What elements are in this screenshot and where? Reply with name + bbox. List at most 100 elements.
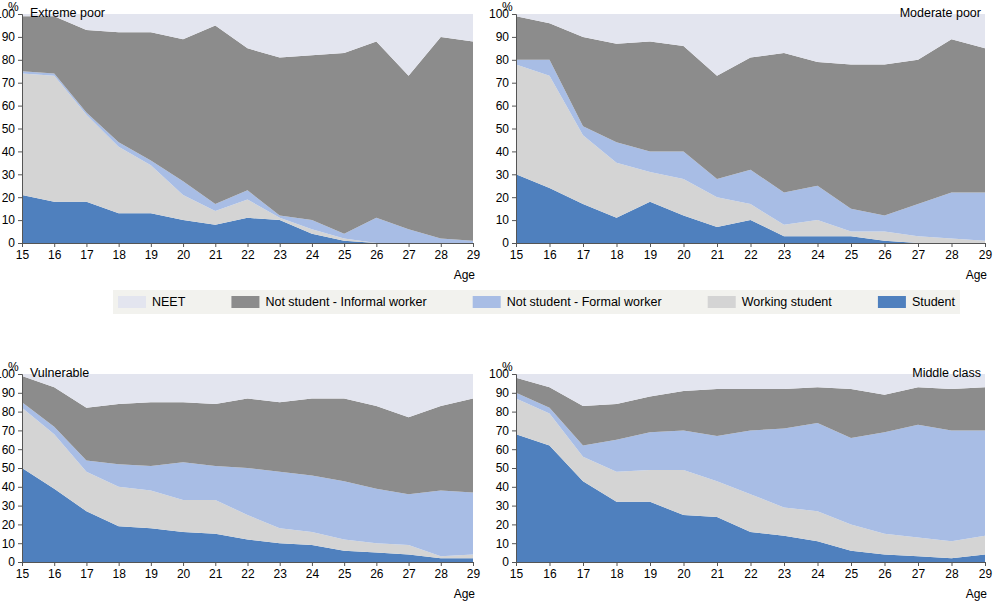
y-axis: 0102030405060708090100: [0, 367, 23, 569]
x-tick-mark: [86, 562, 87, 566]
x-tick: 27: [402, 562, 416, 581]
x-tick: 20: [677, 243, 691, 262]
y-tick: 60: [496, 99, 516, 113]
x-tick: 29: [467, 243, 481, 262]
y-tick-label: 90: [2, 30, 16, 44]
y-tick-label: 30: [496, 168, 510, 182]
x-tick-label: 18: [112, 248, 126, 262]
x-tick: 24: [811, 243, 825, 262]
x-tick-mark: [818, 243, 819, 247]
x-tick-label: 17: [80, 567, 94, 581]
x-tick-mark: [473, 562, 474, 566]
x-tick: 20: [677, 562, 691, 581]
x-tick-mark: [215, 562, 216, 566]
x-tick-label: 28: [945, 248, 959, 262]
y-tick: 90: [496, 386, 516, 400]
y-tick-label: 60: [2, 443, 16, 457]
x-tick-label: 25: [338, 248, 352, 262]
y-tick-mark: [18, 243, 22, 244]
y-tick-mark: [18, 524, 22, 525]
y-tick-mark: [512, 220, 516, 221]
x-tick: 28: [945, 562, 959, 581]
y-axis: 0102030405060708090100: [489, 7, 517, 250]
x-tick: 19: [145, 562, 159, 581]
y-tick-mark: [18, 468, 22, 469]
y-tick-mark: [18, 14, 22, 15]
x-tick-label: 17: [577, 567, 591, 581]
x-axis-title: Age: [966, 587, 988, 601]
y-tick: 50: [2, 122, 22, 136]
x-tick-label: 16: [48, 248, 62, 262]
x-tick-mark: [376, 562, 377, 566]
y-tick: 80: [496, 53, 516, 67]
y-tick-mark: [512, 393, 516, 394]
y-tick-label: 80: [496, 405, 510, 419]
y-axis: 0102030405060708090100: [489, 367, 517, 569]
y-tick: 90: [2, 30, 22, 44]
x-tick: 25: [845, 562, 859, 581]
x-tick-mark: [409, 243, 410, 247]
legend-item: Student: [878, 295, 956, 309]
y-tick-label: 30: [2, 168, 16, 182]
x-tick: 15: [510, 243, 524, 262]
y-tick-label: 70: [496, 424, 510, 438]
x-tick: 26: [878, 243, 892, 262]
legend-item: Not student - Informal worker: [231, 295, 426, 309]
panel-title: Vulnerable: [30, 366, 89, 380]
y-tick: 10: [496, 537, 516, 551]
x-tick-mark: [151, 562, 152, 566]
x-tick-label: 26: [878, 567, 892, 581]
x-tick: 15: [16, 562, 30, 581]
x-tick-mark: [650, 243, 651, 247]
y-tick-mark: [512, 412, 516, 413]
x-tick-label: 15: [510, 567, 524, 581]
legend-label: Student: [912, 295, 956, 309]
y-tick-mark: [512, 543, 516, 544]
x-tick-label: 29: [979, 567, 993, 581]
panel-title: Middle class: [912, 366, 981, 380]
y-tick: 30: [496, 168, 516, 182]
y-tick-mark: [18, 543, 22, 544]
y-tick: 30: [496, 499, 516, 513]
y-tick-mark: [18, 37, 22, 38]
y-tick: 40: [2, 145, 22, 159]
x-tick: 17: [80, 562, 94, 581]
x-tick-label: 20: [677, 567, 691, 581]
x-tick: 16: [48, 243, 62, 262]
x-tick-mark: [441, 243, 442, 247]
x-tick-label: 22: [744, 567, 758, 581]
y-tick-label: 0: [502, 236, 509, 250]
x-tick-label: 15: [510, 248, 524, 262]
x-tick-mark: [22, 243, 23, 247]
x-tick-mark: [985, 562, 986, 566]
y-tick-label: 70: [2, 424, 16, 438]
x-tick-mark: [918, 562, 919, 566]
legend-swatch: [118, 296, 146, 308]
y-tick-label: 40: [2, 145, 16, 159]
x-tick-mark: [784, 243, 785, 247]
x-tick: 28: [945, 243, 959, 262]
x-tick-mark: [550, 562, 551, 566]
panel-title: Moderate poor: [900, 6, 981, 20]
x-tick-label: 16: [543, 567, 557, 581]
x-tick-mark: [851, 243, 852, 247]
y-tick-label: 70: [496, 76, 510, 90]
x-tick-mark: [684, 562, 685, 566]
y-tick-mark: [18, 506, 22, 507]
x-tick-label: 20: [177, 248, 191, 262]
y-tick-mark: [18, 174, 22, 175]
x-tick-mark: [54, 243, 55, 247]
y-axis-line: [512, 375, 517, 563]
x-tick-label: 25: [338, 567, 352, 581]
x-tick-mark: [583, 243, 584, 247]
y-tick-label: 90: [496, 30, 510, 44]
area-series: [22, 14, 473, 76]
x-tick: 29: [979, 562, 993, 581]
x-tick-label: 16: [48, 567, 62, 581]
x-tick-label: 19: [644, 567, 658, 581]
x-tick: 16: [543, 243, 557, 262]
x-tick: 18: [610, 562, 624, 581]
y-tick-mark: [18, 430, 22, 431]
x-tick-label: 22: [744, 248, 758, 262]
y-tick-mark: [512, 506, 516, 507]
